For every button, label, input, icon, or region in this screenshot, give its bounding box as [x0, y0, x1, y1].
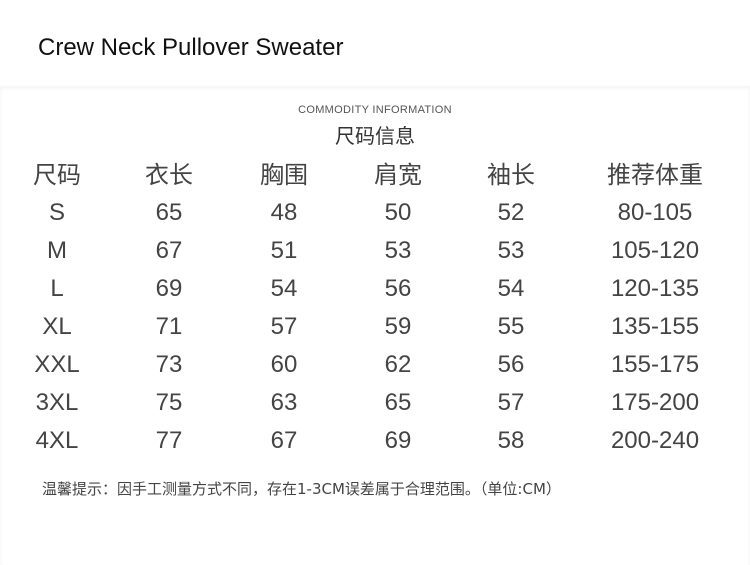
table-cell: 65 — [384, 389, 412, 416]
table-cell: 71 — [155, 313, 183, 340]
table-cell: 57 — [270, 313, 298, 340]
table-cell: 105-120 — [610, 237, 700, 264]
table-row: 3XL 75 63 65 57 175-200 — [0, 384, 750, 422]
table-header-row: 尺码 衣长 胸围 肩宽 袖长 推荐体重 — [0, 156, 750, 194]
size-chart-panel — [0, 86, 750, 565]
table-cell: XXL — [34, 351, 80, 378]
table-cell: XL — [42, 313, 72, 340]
table-cell: 51 — [270, 237, 298, 264]
table-cell: 77 — [155, 427, 183, 454]
table-cell: 55 — [497, 313, 525, 340]
table-cell: 53 — [384, 237, 412, 264]
table-cell: 80-105 — [617, 199, 693, 226]
table-cell: 120-135 — [610, 275, 700, 302]
table-row: S 65 48 50 52 80-105 — [0, 194, 750, 232]
column-header: 衣长 — [145, 161, 193, 189]
chart-subtitle: COMMODITY INFORMATION — [298, 104, 452, 116]
table-cell: 67 — [270, 427, 298, 454]
table-cell: 53 — [497, 237, 525, 264]
table-cell: 67 — [155, 237, 183, 264]
column-header: 推荐体重 — [607, 161, 703, 189]
table-cell: 59 — [384, 313, 412, 340]
table-cell: 52 — [497, 199, 525, 226]
table-row: L 69 54 56 54 120-135 — [0, 270, 750, 308]
table-cell: 200-240 — [610, 427, 700, 454]
table-cell: L — [50, 275, 64, 302]
table-cell: 60 — [270, 351, 298, 378]
table-cell: S — [48, 199, 66, 226]
table-cell: 54 — [270, 275, 298, 302]
table-cell: 175-200 — [610, 389, 700, 416]
measurement-note: 温馨提示：因手工测量方式不同，存在1-3CM误差属于合理范围。（单位:CM） — [42, 480, 561, 498]
table-cell: 73 — [155, 351, 183, 378]
table-cell: 65 — [155, 199, 183, 226]
table-cell: 69 — [155, 275, 183, 302]
page-title: Crew Neck Pullover Sweater — [38, 34, 344, 61]
table-cell: 135-155 — [610, 313, 700, 340]
table-cell: 57 — [497, 389, 525, 416]
table-cell: 58 — [497, 427, 525, 454]
column-header: 肩宽 — [374, 161, 422, 189]
table-cell: 4XL — [35, 427, 79, 454]
table-cell: 50 — [384, 199, 412, 226]
table-cell: 48 — [270, 199, 298, 226]
column-header: 袖长 — [487, 161, 535, 189]
table-row: XXL 73 60 62 56 155-175 — [0, 346, 750, 384]
table-cell: 75 — [155, 389, 183, 416]
table-cell: M — [47, 237, 67, 264]
column-header: 尺码 — [33, 161, 81, 189]
chart-heading: 尺码信息 — [335, 124, 415, 148]
table-cell: 56 — [384, 275, 412, 302]
table-cell: 56 — [497, 351, 525, 378]
table-cell: 63 — [270, 389, 298, 416]
table-row: 4XL 77 67 69 58 200-240 — [0, 422, 750, 460]
table-cell: 3XL — [35, 389, 79, 416]
table-cell: 69 — [384, 427, 412, 454]
table-cell: 155-175 — [610, 351, 700, 378]
table-cell: 54 — [497, 275, 525, 302]
table-row: M 67 51 53 53 105-120 — [0, 232, 750, 270]
table-row: XL 71 57 59 55 135-155 — [0, 308, 750, 346]
table-cell: 62 — [384, 351, 412, 378]
column-header: 胸围 — [260, 161, 308, 189]
